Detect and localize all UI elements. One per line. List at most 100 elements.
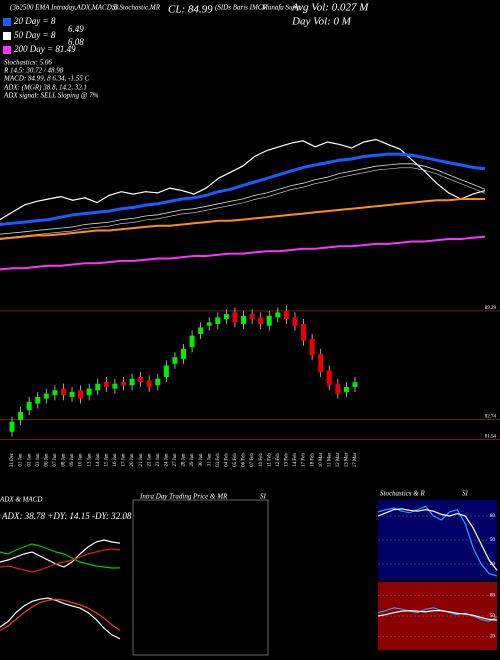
x-tick-label: 10 Mar [319,452,324,467]
candle-body [86,388,92,396]
legend-text: 6.49 [68,24,84,34]
candle-body [18,411,24,421]
x-tick-label: 30 Jan [199,453,204,466]
y-tick-label: 89.29 [485,306,497,311]
series-line [0,152,486,226]
candle-body [241,315,247,325]
candle-body [266,315,272,326]
x-tick-label: 04 Feb [225,453,230,467]
series-line [377,607,498,623]
x-tick-label: 22 Jan [147,453,152,466]
candle-body [215,317,221,325]
series-line [0,539,121,568]
stoch-sub: SI [462,490,469,498]
x-tick-label: 24 Jan [164,453,169,466]
x-tick-label: 06 Feb [242,453,247,467]
candle-body [172,357,178,364]
x-tick-label: 10 Feb [259,453,264,467]
series-line [0,548,121,573]
series-line [0,138,486,221]
candle-body [258,317,264,325]
series-line [377,609,498,621]
candle-body [335,383,341,394]
x-tick-label: 10 Jan [79,453,84,466]
x-tick-label: 15 Jan [104,453,109,466]
candle-body [318,353,324,373]
header-text: (3b2500 EMA Intraday,ADX,MACD,B [10,4,118,12]
candle-body [120,382,126,386]
x-tick-label: 29 Jan [190,453,195,466]
candle-body [206,322,212,326]
x-tick-label: 09 Jan [70,453,75,466]
series-line [0,598,121,631]
adx-values: ADX: 38.78 +DY: 14.15 -DY: 32.08 [1,511,132,521]
series-line [0,235,486,271]
x-tick-label: 14 Feb [293,453,298,467]
candle-body [198,327,204,334]
x-tick-label: 11 Mar [327,452,332,467]
candle-body [52,390,58,396]
series-line [0,163,486,235]
header-text: Day Vol: 0 M [291,16,352,28]
candle-body [292,317,298,326]
candle-body [189,335,195,348]
x-tick-label: 18 Feb [310,453,315,467]
x-tick-label: 21 Jan [139,453,144,466]
x-tick-label: 17 Mar [353,452,358,467]
candle-body [103,382,109,387]
candle-body [232,312,238,323]
legend-text: 50 Day = 8 [14,30,56,40]
candle-body [223,314,229,320]
x-tick-label: 12 Mar [336,452,341,467]
candle-body [129,378,135,386]
candle-body [301,324,307,341]
x-tick-label: 06 Jan [44,453,49,466]
x-tick-label: 17 Jan [122,453,127,466]
candle-body [69,391,75,397]
candle-body [146,380,152,387]
x-tick-label: 14 Jan [96,453,101,466]
header-text: CL: 84.99 [168,4,213,16]
x-tick-label: 02 Jan [27,453,32,466]
x-tick-label: 23 Jan [156,453,161,466]
x-tick-label: 12 Feb [276,453,281,467]
x-tick-label: 28 Jan [182,453,187,466]
legend-text: 200 Day = 81.49 [14,44,76,54]
y-tick-label: 80 [490,594,496,599]
header-text: (SIDs Baris IMCF [215,4,267,12]
candle-body [95,383,101,391]
indicator-note: ADX signal: SELL Sloping @ 7% [3,92,99,100]
indicator-note: Stochastics: 5.06 [4,59,52,67]
candle-body [9,421,15,432]
header-text: SLStochastic,MR [112,4,161,12]
x-tick-label: 11 Feb [267,453,272,467]
y-tick-label: 82.74 [485,415,497,420]
series-line [0,597,121,640]
legend-text: 20 Day = 8 [14,16,56,26]
legend-text: 6.08 [68,37,84,47]
indicator-note: ADX: (MGR) 38.8, 14.2, 32.1 [3,84,87,92]
intraday-sub: SI [260,493,267,501]
candle-body [352,382,358,387]
x-tick-label: 31 Dec [10,452,15,467]
x-tick-label: 17 Feb [302,453,307,467]
legend-swatch [3,18,11,26]
x-tick-label: 20 Jan [130,453,135,466]
x-tick-label: 13 Mar [345,452,350,467]
candle-body [155,378,161,386]
candle-body [112,383,118,389]
series-line [0,543,121,569]
adx-title: ADX & MACD [0,496,42,504]
x-tick-label: 03 Feb [216,453,221,467]
indicator-note: R 14,5: 30.72 / 48.98 [3,67,64,75]
y-tick-label: 50 [490,614,496,619]
candle-body [283,310,289,320]
candle-body [138,377,144,383]
candle-body [249,314,255,320]
stoch-title: Stochastics & R [380,490,425,498]
x-tick-label: 16 Jan [113,453,118,466]
x-tick-label: 05 Feb [233,453,238,467]
y-tick-label: 20 [490,635,496,640]
x-tick-label: 13 Feb [285,453,290,467]
